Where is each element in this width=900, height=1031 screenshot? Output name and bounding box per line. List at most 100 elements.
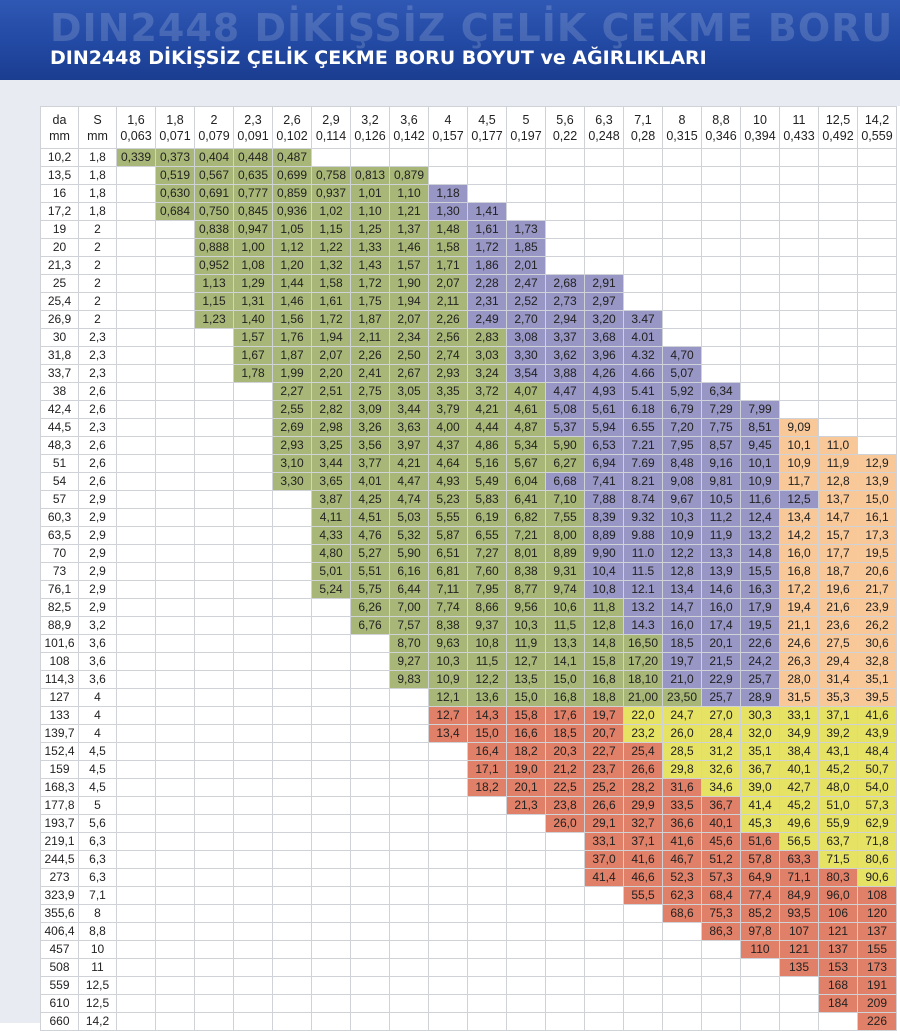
cell-empty	[779, 184, 819, 203]
cell-empty	[545, 148, 585, 167]
cell-weight: 16,4	[467, 742, 507, 761]
cell-empty	[311, 724, 351, 743]
cell-weight: 8,66	[467, 598, 507, 617]
cell-weight: 21,1	[779, 616, 819, 635]
cell-empty	[155, 1012, 195, 1031]
cell-empty	[116, 274, 156, 293]
cell-weight: 6,82	[506, 508, 546, 527]
cell-weight: 2,20	[311, 364, 351, 383]
cell-weight: 0,684	[155, 202, 195, 221]
cell-empty	[116, 742, 156, 761]
cell-weight: 4,21	[389, 454, 429, 473]
cell-weight: 23,7	[584, 760, 624, 779]
cell-weight: 90,6	[857, 868, 897, 887]
header-thickness-line2: 0,091	[237, 128, 269, 143]
cell-weight: 31,5	[779, 688, 819, 707]
cell-wall-thickness: 2,9	[78, 508, 117, 527]
cell-empty	[194, 328, 234, 347]
cell-empty	[233, 526, 273, 545]
cell-empty	[467, 814, 507, 833]
cell-outer-diameter: 25	[40, 274, 79, 293]
banner-watermark-title: DIN2448 DİKİŞSİZ ÇELİK ÇEKME BORU BOYUT …	[50, 6, 900, 50]
cell-empty	[155, 346, 195, 365]
cell-weight: 2,01	[506, 256, 546, 275]
cell-wall-thickness: 2	[78, 238, 117, 257]
cell-weight: 2,68	[545, 274, 585, 293]
cell-weight: 45,6	[701, 832, 741, 851]
cell-empty	[233, 688, 273, 707]
cell-empty	[428, 958, 468, 977]
cell-weight: 13,4	[779, 508, 819, 527]
cell-wall-thickness: 3,6	[78, 634, 117, 653]
cell-weight: 1,40	[233, 310, 273, 329]
cell-weight: 6,53	[584, 436, 624, 455]
cell-empty	[662, 958, 702, 977]
cell-empty	[701, 328, 741, 347]
cell-empty	[272, 1012, 312, 1031]
cell-empty	[506, 814, 546, 833]
cell-weight: 4,21	[467, 400, 507, 419]
cell-weight: 14,7	[818, 508, 858, 527]
cell-weight: 38,4	[779, 742, 819, 761]
cell-weight: 4,11	[311, 508, 351, 527]
cell-empty	[857, 238, 897, 257]
cell-weight: 4,93	[428, 472, 468, 491]
cell-weight: 2,50	[389, 346, 429, 365]
cell-weight: 9,16	[701, 454, 741, 473]
cell-empty	[779, 328, 819, 347]
cell-empty	[155, 796, 195, 815]
cell-weight: 25,4	[623, 742, 663, 761]
cell-weight: 57,8	[740, 850, 780, 869]
cell-weight: 19,5	[740, 616, 780, 635]
cell-weight: 7,11	[428, 580, 468, 599]
cell-empty	[467, 832, 507, 851]
cell-empty	[272, 562, 312, 581]
cell-weight: 35,3	[818, 688, 858, 707]
cell-empty	[467, 166, 507, 185]
cell-weight: 2,97	[584, 292, 624, 311]
cell-empty	[506, 832, 546, 851]
cell-empty	[818, 328, 858, 347]
cell-empty	[116, 382, 156, 401]
cell-empty	[155, 814, 195, 833]
cell-weight: 12,7	[506, 652, 546, 671]
cell-weight: 64,9	[740, 868, 780, 887]
cell-empty	[428, 904, 468, 923]
cell-empty	[740, 238, 780, 257]
cell-outer-diameter: 60,3	[40, 508, 79, 527]
cell-empty	[857, 148, 897, 167]
cell-empty	[116, 958, 156, 977]
cell-empty	[662, 976, 702, 995]
cell-weight: 68,4	[701, 886, 741, 905]
cell-empty	[584, 922, 624, 941]
header-thickness: 14,2 0,559	[857, 106, 897, 149]
cell-weight: 8,51	[740, 418, 780, 437]
cell-weight: 4,44	[467, 418, 507, 437]
header-thickness: 8,8 0,346	[701, 106, 741, 149]
cell-weight: 2,07	[311, 346, 351, 365]
cell-weight: 1,58	[311, 274, 351, 293]
cell-empty	[623, 292, 663, 311]
cell-weight: 33,5	[662, 796, 702, 815]
table-row: 406,4 8,8 86,3 97,8 107 121 137	[40, 922, 897, 941]
cell-weight: 4.01	[623, 328, 663, 347]
table-row: 57 2,9 3,87 4,25 4,74 5,23 5,83 6,41 7,10 7,88 8.7…	[40, 490, 897, 509]
cell-weight: 7,60	[467, 562, 507, 581]
cell-empty	[779, 346, 819, 365]
cell-weight: 1,87	[272, 346, 312, 365]
cell-empty	[545, 184, 585, 203]
cell-empty	[272, 922, 312, 941]
cell-empty	[623, 994, 663, 1013]
cell-empty	[233, 850, 273, 869]
cell-empty	[194, 400, 234, 419]
cell-weight: 10,9	[428, 670, 468, 689]
cell-wall-thickness: 2,6	[78, 382, 117, 401]
cell-empty	[233, 814, 273, 833]
cell-empty	[584, 886, 624, 905]
cell-weight: 17,3	[857, 526, 897, 545]
cell-empty	[272, 616, 312, 635]
cell-empty	[311, 886, 351, 905]
cell-weight: 9.88	[623, 526, 663, 545]
cell-weight: 5,55	[428, 508, 468, 527]
cell-weight: 21,5	[701, 652, 741, 671]
